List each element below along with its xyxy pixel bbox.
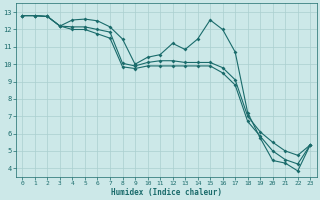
X-axis label: Humidex (Indice chaleur): Humidex (Indice chaleur): [111, 188, 222, 197]
